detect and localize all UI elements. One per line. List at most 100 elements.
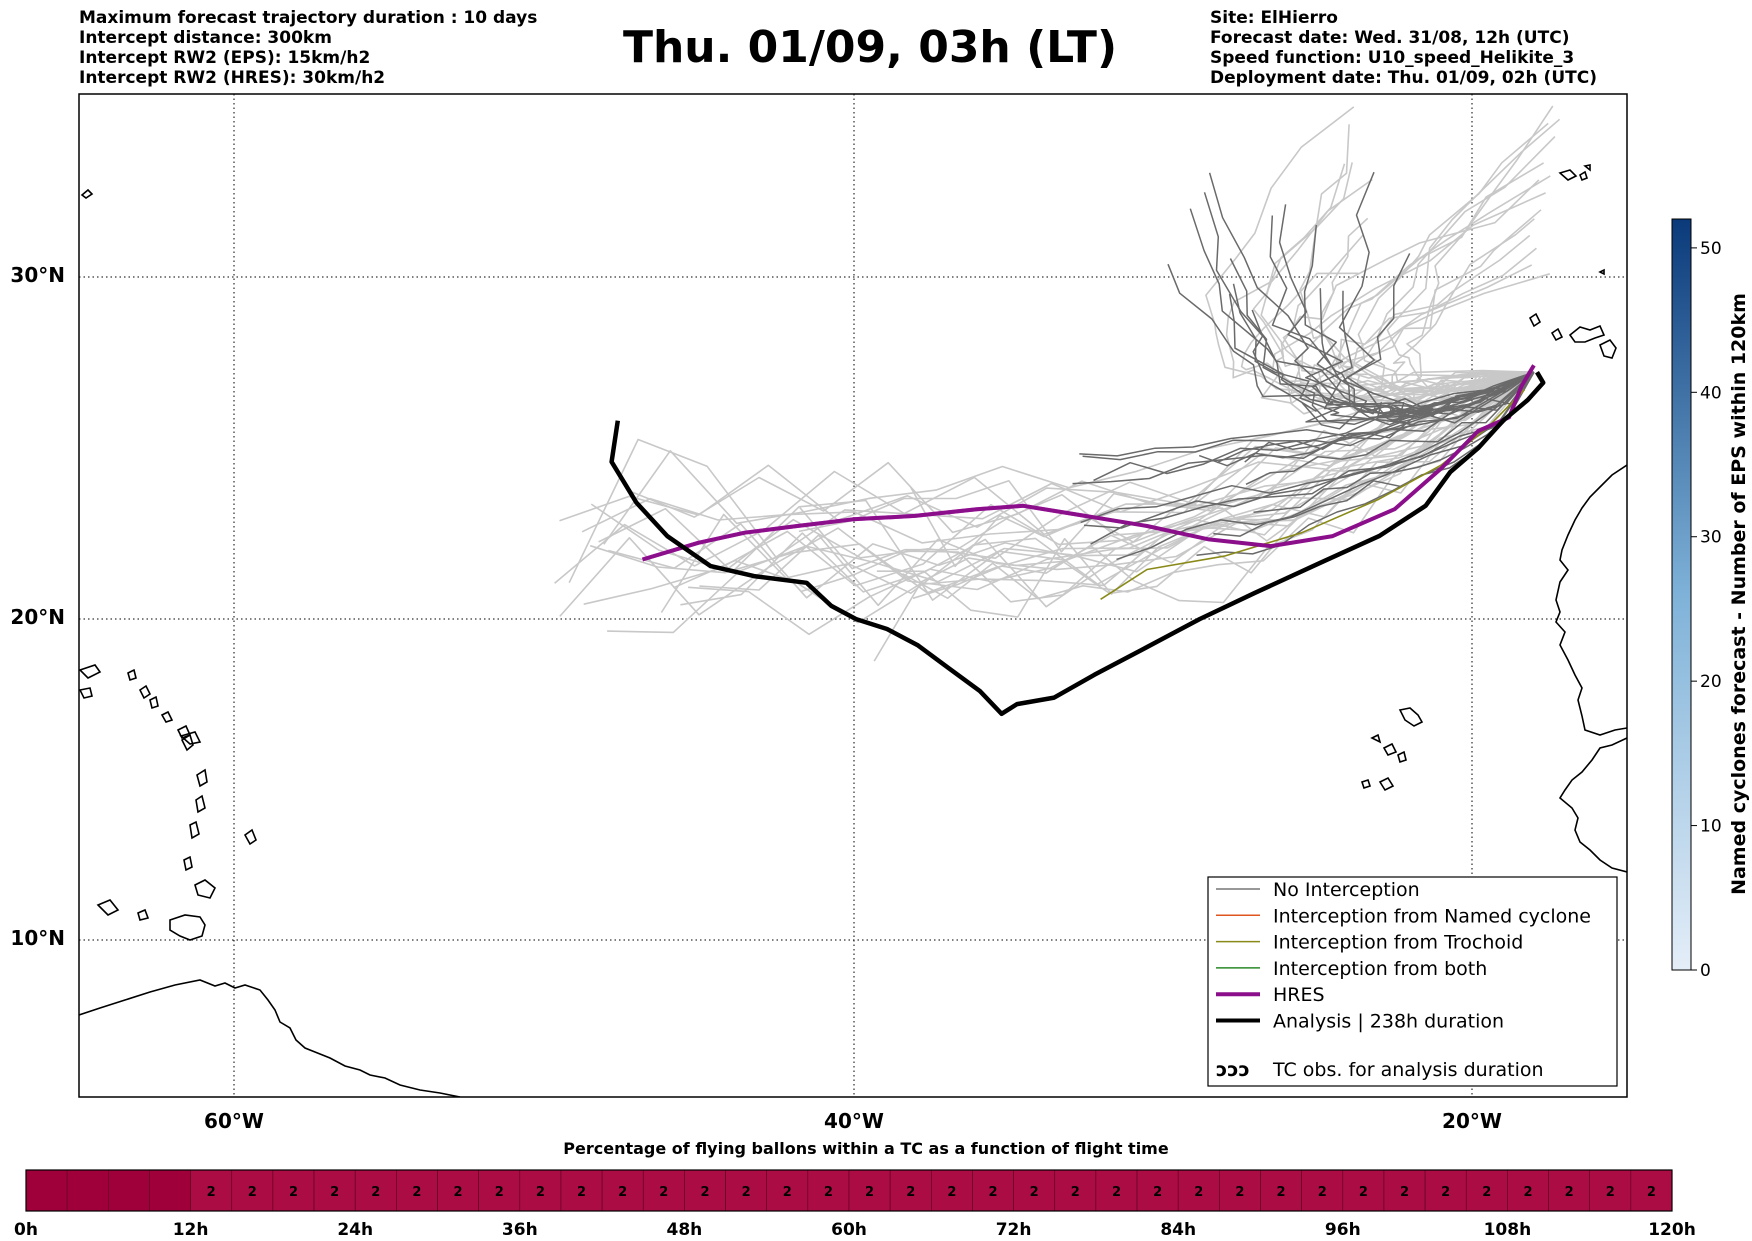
bar-cell-value: 2 xyxy=(577,1185,586,1200)
bar-cell xyxy=(1095,1169,1138,1212)
bar-cell xyxy=(1136,1169,1179,1212)
colorbar: 0 10 20 30 40 50 Named cyclones forecast - Nu… xyxy=(1671,218,1750,981)
bottom-percentage-bar: Percentage of flying ballons within a TC… xyxy=(14,1139,1696,1240)
bar-cell xyxy=(889,1169,932,1212)
bar-cell-value: 2 xyxy=(1112,1185,1121,1200)
eps-track-no-interception xyxy=(1090,371,1535,545)
eps-track-west xyxy=(559,371,1535,617)
bar-cell-value: 2 xyxy=(412,1185,421,1200)
site-text: Site: ElHierro xyxy=(1210,8,1338,28)
bar-cell-value: 2 xyxy=(330,1185,339,1200)
eps-track-west xyxy=(680,371,1535,608)
hres-trajectory xyxy=(641,364,1536,562)
bar-tick-label: 72h xyxy=(996,1220,1032,1240)
forecast-date-text: Forecast date: Wed. 31/08, 12h (UTC) xyxy=(1210,28,1570,48)
bar-cell xyxy=(1342,1169,1385,1212)
bar-cell xyxy=(354,1169,397,1212)
bar-cell-value: 2 xyxy=(495,1185,504,1200)
bar-cell-value: 2 xyxy=(742,1185,751,1200)
bar-cell xyxy=(1465,1169,1508,1212)
lat-label-30n: 30°N xyxy=(10,263,65,287)
bar-cell xyxy=(1177,1169,1220,1212)
coast-cape-verde xyxy=(1360,707,1424,792)
speed-function-text: Speed function: U10_speed_Helikite_3 xyxy=(1210,48,1575,68)
bar-tick-label: 96h xyxy=(1325,1220,1361,1240)
coast-small-atlantic-islet xyxy=(1598,268,1605,276)
eps-track-no-interception xyxy=(1189,208,1535,415)
bar-cell xyxy=(1630,1169,1673,1212)
bar-cell xyxy=(684,1169,726,1212)
bar-cell xyxy=(25,1169,68,1212)
lon-label-40w: 40°W xyxy=(824,1109,884,1133)
bar-cell-value: 2 xyxy=(1277,1185,1286,1200)
bar-tick-label: 84h xyxy=(1160,1220,1196,1240)
eps-track-north xyxy=(1329,162,1545,403)
legend-box xyxy=(1207,876,1618,1087)
legend-label-3: Interception from both xyxy=(1273,958,1487,980)
colorbar-tick-label: 10 xyxy=(1700,817,1722,837)
legend-label-2: Interception from Trochoid xyxy=(1273,932,1523,954)
bar-cell xyxy=(1507,1169,1549,1212)
eps-track-west xyxy=(909,371,1535,568)
bar-cell-value: 2 xyxy=(659,1185,668,1200)
bar-cell-value: 2 xyxy=(248,1185,257,1200)
bar-cell-value: 2 xyxy=(988,1185,997,1200)
lat-label-10n: 10°N xyxy=(10,926,65,950)
bar-tick-label: 12h xyxy=(173,1220,209,1240)
bar-cell-value: 2 xyxy=(289,1185,298,1200)
eps-track-north xyxy=(1252,162,1535,390)
eps-track-no-interception xyxy=(1083,371,1535,529)
coast-lesser-antilles-lower xyxy=(96,879,217,921)
legend-label-0: No Interception xyxy=(1273,879,1420,901)
bar-cell-value: 2 xyxy=(1400,1185,1409,1200)
bar-cell xyxy=(66,1169,109,1212)
bar-tick-label: 108h xyxy=(1484,1220,1532,1240)
bar-cell-value: 2 xyxy=(1359,1185,1368,1200)
coast-africa-south xyxy=(1558,737,1627,873)
bar-cell-value: 2 xyxy=(906,1185,915,1200)
colorbar-tick-label: 0 xyxy=(1700,961,1711,981)
bar-cell-value: 2 xyxy=(454,1185,463,1200)
legend-label-1: Interception from Named cyclone xyxy=(1273,905,1591,927)
bar-cell-value: 2 xyxy=(700,1185,709,1200)
max-duration-text: Maximum forecast trajectory duration : 1… xyxy=(79,8,538,28)
bar-cell-value: 2 xyxy=(783,1185,792,1200)
bar-cell-value: 2 xyxy=(1318,1185,1327,1200)
eps-track-west xyxy=(798,371,1535,553)
eps-track-no-interception xyxy=(1311,290,1535,417)
bar-cell xyxy=(149,1169,191,1212)
map-panel: 30°N 20°N 10°N 60°W 40°W 20°W xyxy=(10,93,1628,1133)
colorbar-tick-label: 40 xyxy=(1700,383,1722,403)
deployment-date-text: Deployment date: Thu. 01/09, 02h (UTC) xyxy=(1210,68,1597,88)
eps-track-west xyxy=(559,371,1534,528)
eps-track-no-interception xyxy=(1072,371,1535,485)
bar-cell-value: 2 xyxy=(1647,1185,1656,1200)
eps-track-no-interception xyxy=(1198,371,1535,467)
bar-cell xyxy=(1424,1169,1467,1212)
bar-cell-value: 2 xyxy=(1482,1185,1491,1200)
bottom-bar-title: Percentage of flying ballons within a TC… xyxy=(563,1139,1169,1158)
eps-track-north xyxy=(1386,118,1561,393)
eps-track-north xyxy=(1225,178,1534,401)
coastlines xyxy=(79,164,1627,1097)
bar-cell-value: 2 xyxy=(371,1185,380,1200)
legend-label-4: HRES xyxy=(1273,984,1325,1006)
main-title: Thu. 01/09, 03h (LT) xyxy=(622,22,1118,73)
bar-cell-value: 2 xyxy=(947,1185,956,1200)
bar-cell xyxy=(190,1169,233,1212)
coast-madeira xyxy=(1558,164,1591,182)
map-frame xyxy=(78,93,1628,1098)
bar-cell xyxy=(1054,1169,1097,1212)
eps-track-north xyxy=(1282,234,1534,403)
bar-tick-label: 36h xyxy=(502,1220,538,1240)
bar-cell xyxy=(478,1169,521,1212)
coast-bermuda xyxy=(80,188,94,199)
bar-cell xyxy=(1013,1169,1056,1212)
eps-track-trochoid xyxy=(1100,389,1526,600)
bar-cell-value: 2 xyxy=(1194,1185,1203,1200)
colorbar-tick-label: 20 xyxy=(1700,672,1722,692)
eps-track-west xyxy=(660,371,1535,613)
eps-track-no-interception xyxy=(1080,371,1535,524)
analysis-trajectory xyxy=(609,371,1546,717)
lat-label-20n: 20°N xyxy=(10,605,65,629)
